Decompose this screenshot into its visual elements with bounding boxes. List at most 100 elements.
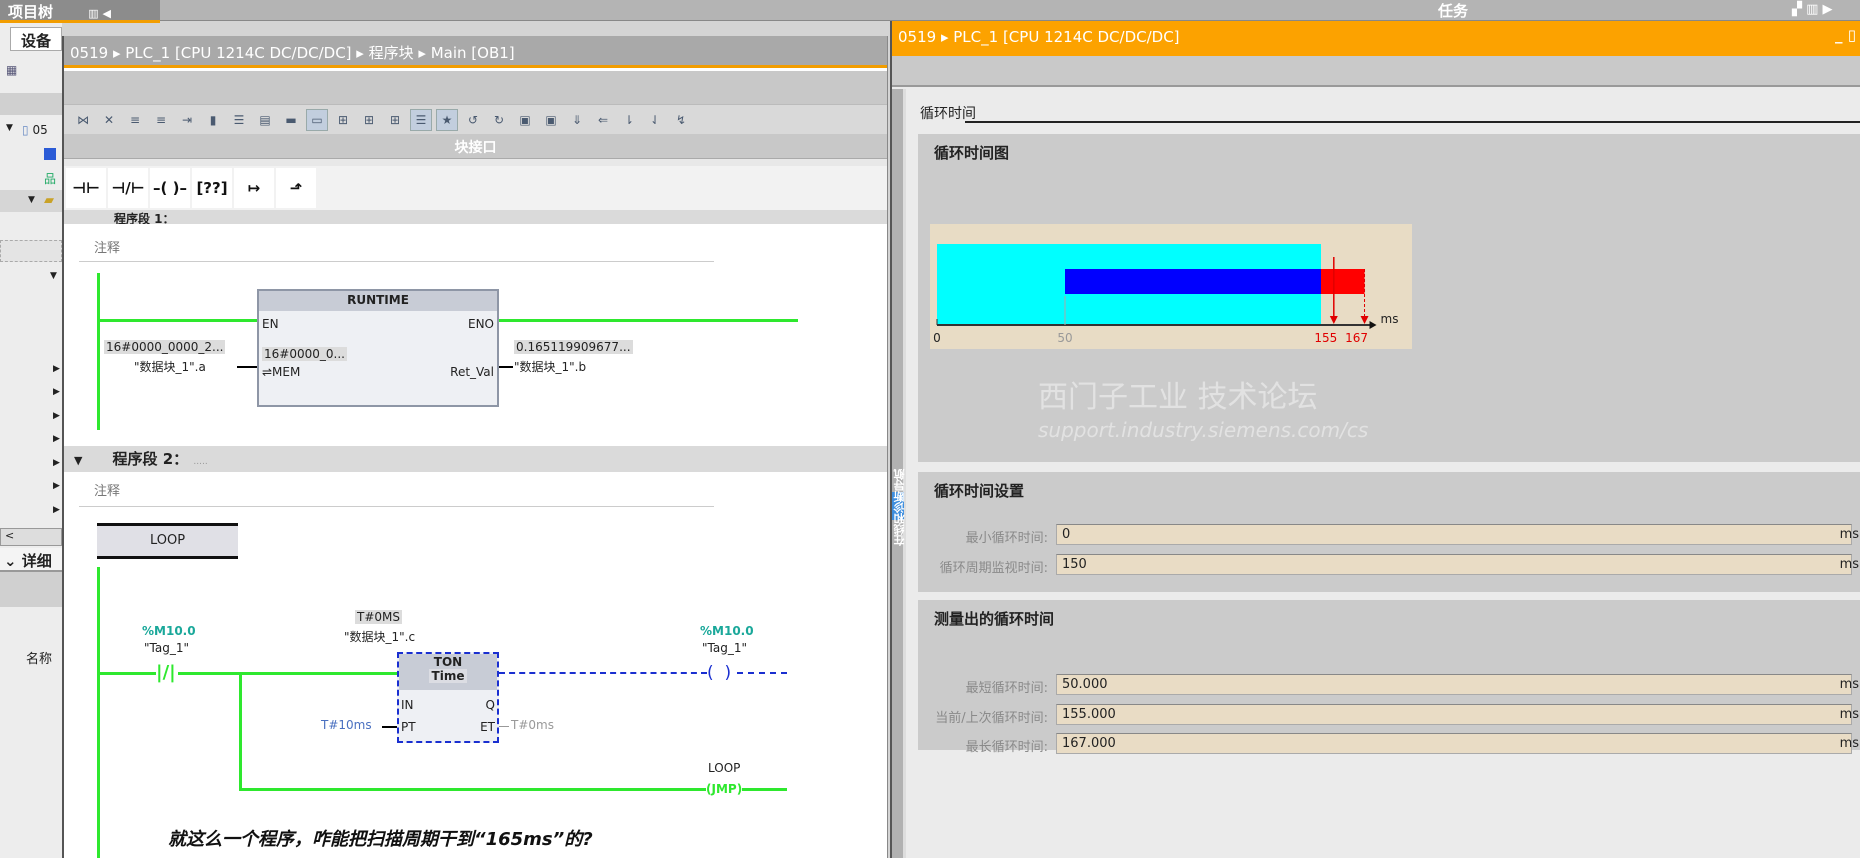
favorites-star-icon[interactable]: ★ bbox=[436, 108, 458, 131]
next-error-icon[interactable]: ⊞ bbox=[389, 112, 401, 127]
coil-icon[interactable]: –( )– bbox=[150, 168, 190, 208]
field-label: 循环周期监视时间: bbox=[939, 560, 1048, 576]
breadcrumb-item[interactable]: 程序块 bbox=[368, 44, 414, 62]
measured-title: 测量出的循环时间 bbox=[934, 610, 1055, 628]
call-icon[interactable]: ⇐ bbox=[597, 112, 609, 127]
window-controls-icon[interactable]: ▞ ▥ ▶ bbox=[1792, 2, 1833, 17]
project-node[interactable]: ▼ ▯ 05 bbox=[6, 123, 48, 137]
measured-cycle-time-section: 测量出的循环时间 最短循环时间: 50.000 ms 当前/上次循环时间: 155.00… bbox=[918, 600, 1860, 755]
splitter[interactable] bbox=[64, 158, 887, 166]
collapse-icon[interactable]: ▼ bbox=[74, 454, 83, 467]
minimize-icon[interactable]: _ ▯ bbox=[1835, 26, 1856, 44]
network-view-icon[interactable]: 品 bbox=[44, 172, 57, 186]
et-value[interactable]: T#0ms bbox=[511, 718, 554, 732]
block-icon[interactable]: ▬ bbox=[285, 112, 297, 127]
cycle-time-diagram-section: 循环时间图 0 50 155 167 ms 西门子工业 技术论坛 support.ind… bbox=[918, 134, 1860, 462]
overrun-bar bbox=[1321, 269, 1365, 294]
network1-header[interactable]: 程序段 1： bbox=[64, 210, 887, 224]
breadcrumb-item[interactable]: 0519 bbox=[898, 28, 937, 46]
network2-comment[interactable]: 注释 bbox=[94, 484, 121, 499]
expand-icon[interactable]: ▶ bbox=[53, 434, 60, 444]
block-interface-bar[interactable]: 块接口 bbox=[64, 134, 887, 158]
ton-timer-block[interactable]: TON Time IN Q PT ET bbox=[397, 652, 499, 743]
mem-operand[interactable]: "数据块_1".a bbox=[134, 360, 206, 374]
rung-delete-icon[interactable]: ≡ bbox=[155, 112, 167, 127]
online-diagnostics-nav-tab[interactable]: 在线和诊断导航 bbox=[892, 89, 906, 858]
network1-comment[interactable]: 注释 bbox=[94, 241, 121, 256]
expand-icon[interactable]: ▶ bbox=[53, 505, 60, 515]
call-down-icon[interactable]: ⇃ bbox=[649, 112, 661, 127]
expand-icon[interactable]: ▶ bbox=[53, 364, 60, 374]
coil[interactable]: ( ) bbox=[707, 663, 732, 683]
go-to-error-icon[interactable]: ⊞ bbox=[337, 112, 349, 127]
timer-data-type[interactable]: Time bbox=[428, 669, 468, 683]
normally-open-contact-icon[interactable]: ⊣⊢ bbox=[66, 168, 106, 208]
monitor-off-icon[interactable]: ↻ bbox=[493, 112, 505, 127]
prev-error-icon[interactable]: ⊞ bbox=[363, 112, 375, 127]
absolute-address-icon[interactable]: ▮ bbox=[209, 112, 217, 127]
cycle-time-settings-section: 循环时间设置 最小循环时间: 0 ms 循环周期监视时间: 150 ms bbox=[918, 472, 1860, 592]
open-all-icon[interactable]: ⇥ bbox=[181, 112, 193, 127]
normally-closed-contact-icon[interactable]: ⊣/⊢ bbox=[108, 168, 148, 208]
expand-icon[interactable]: ▶ bbox=[53, 411, 60, 421]
contact-tag[interactable]: "Tag_1" bbox=[144, 641, 189, 655]
open-branch-icon[interactable]: ↦ bbox=[234, 168, 274, 208]
expand-icon[interactable]: ▶ bbox=[53, 458, 60, 468]
network-comments-icon[interactable]: ☰ bbox=[410, 108, 432, 131]
tick-label: 155 bbox=[1314, 331, 1337, 345]
field-label: 当前/上次循环时间: bbox=[935, 710, 1048, 726]
project-tree-header: 项目树 ▥ ◀ bbox=[0, 0, 160, 23]
runtime-block[interactable]: RUNTIME EN ENO 16#0000_0... ⇌MEM Ret_Val bbox=[257, 289, 499, 407]
jmp-instruction[interactable]: (JMP) bbox=[706, 782, 743, 796]
tab-devices[interactable]: 设备 bbox=[10, 27, 62, 51]
field-value: 0 ms bbox=[1056, 524, 1859, 545]
add-device-icon[interactable] bbox=[44, 148, 56, 160]
tick-label: 50 bbox=[1057, 331, 1072, 345]
field-unit: ms bbox=[1839, 736, 1859, 751]
contact-address: %M10.0 bbox=[142, 624, 196, 638]
expand-icon[interactable]: ▶ bbox=[53, 481, 60, 491]
timer-instance[interactable]: "数据块_1".c bbox=[344, 630, 416, 644]
comment-icon[interactable]: ▭ bbox=[306, 108, 328, 131]
rung-insert-icon[interactable]: ≡ bbox=[129, 112, 141, 127]
power-rail bbox=[97, 273, 100, 430]
snapshot-icon[interactable]: ▣ bbox=[519, 112, 531, 127]
cycle-range-bar bbox=[1065, 269, 1321, 294]
breadcrumb-item[interactable]: 0519 bbox=[70, 44, 109, 62]
pin-et: ET bbox=[480, 720, 495, 734]
project-tree-title: 项目树 bbox=[8, 3, 54, 21]
jump-target-label[interactable]: LOOP bbox=[708, 761, 741, 775]
list-icon[interactable]: ▤ bbox=[259, 112, 271, 127]
jump-label[interactable]: LOOP bbox=[97, 523, 238, 559]
horizontal-scrollbar[interactable]: < bbox=[0, 528, 62, 546]
collapse-icon[interactable]: ▥ ◀ bbox=[88, 7, 111, 20]
breadcrumb-item[interactable]: Main [OB1] bbox=[430, 44, 515, 62]
device-view-icon[interactable]: ▦ bbox=[6, 63, 18, 77]
expand-icon[interactable]: ▶ bbox=[53, 387, 60, 397]
max-marker-arrow bbox=[1360, 316, 1369, 324]
network-insert-icon[interactable]: ⋈ bbox=[77, 112, 89, 127]
ret-operand[interactable]: "数据块_1".b bbox=[514, 360, 587, 374]
coil-tag[interactable]: "Tag_1" bbox=[702, 641, 747, 655]
empty-box-icon[interactable]: [??] bbox=[192, 168, 232, 208]
close-branch-icon[interactable]: ⬏ bbox=[276, 168, 316, 208]
plc-node[interactable]: ▼ ▰ bbox=[0, 190, 62, 212]
network2-header[interactable]: ▼ 程序段 2： ..... bbox=[64, 446, 887, 472]
expand-icon[interactable]: ▼ bbox=[50, 271, 57, 281]
call-up-icon[interactable]: ⇂ bbox=[623, 112, 635, 127]
cycle-time-chart: 0 50 155 167 ms bbox=[930, 224, 1412, 349]
online-diagnostics-panel: 0519 ▸ PLC_1 [CPU 1214C DC/DC/DC] _ ▯ 在线… bbox=[890, 21, 1860, 858]
breadcrumb-item[interactable]: PLC_1 [CPU 1214C DC/DC/DC] bbox=[953, 28, 1180, 46]
breadcrumb-item[interactable]: PLC_1 [CPU 1214C DC/DC/DC] bbox=[125, 44, 352, 62]
load-icon[interactable]: ▣ bbox=[545, 112, 557, 127]
field-label: 最短循环时间: bbox=[965, 681, 1048, 696]
favorites-icon[interactable]: ☰ bbox=[233, 112, 245, 127]
monitoring-on-icon[interactable]: ↯ bbox=[675, 112, 687, 127]
column-header-name[interactable]: 名称 bbox=[26, 652, 53, 667]
monitor-icon[interactable]: ↺ bbox=[467, 112, 479, 127]
network-delete-icon[interactable]: ✕ bbox=[103, 112, 115, 127]
normally-closed-contact[interactable]: |/| bbox=[156, 662, 176, 683]
pt-value[interactable]: T#10ms bbox=[321, 718, 372, 732]
details-view-header[interactable]: ⌄ 详细 bbox=[0, 548, 62, 572]
compare-icon[interactable]: ⇓ bbox=[571, 112, 583, 127]
